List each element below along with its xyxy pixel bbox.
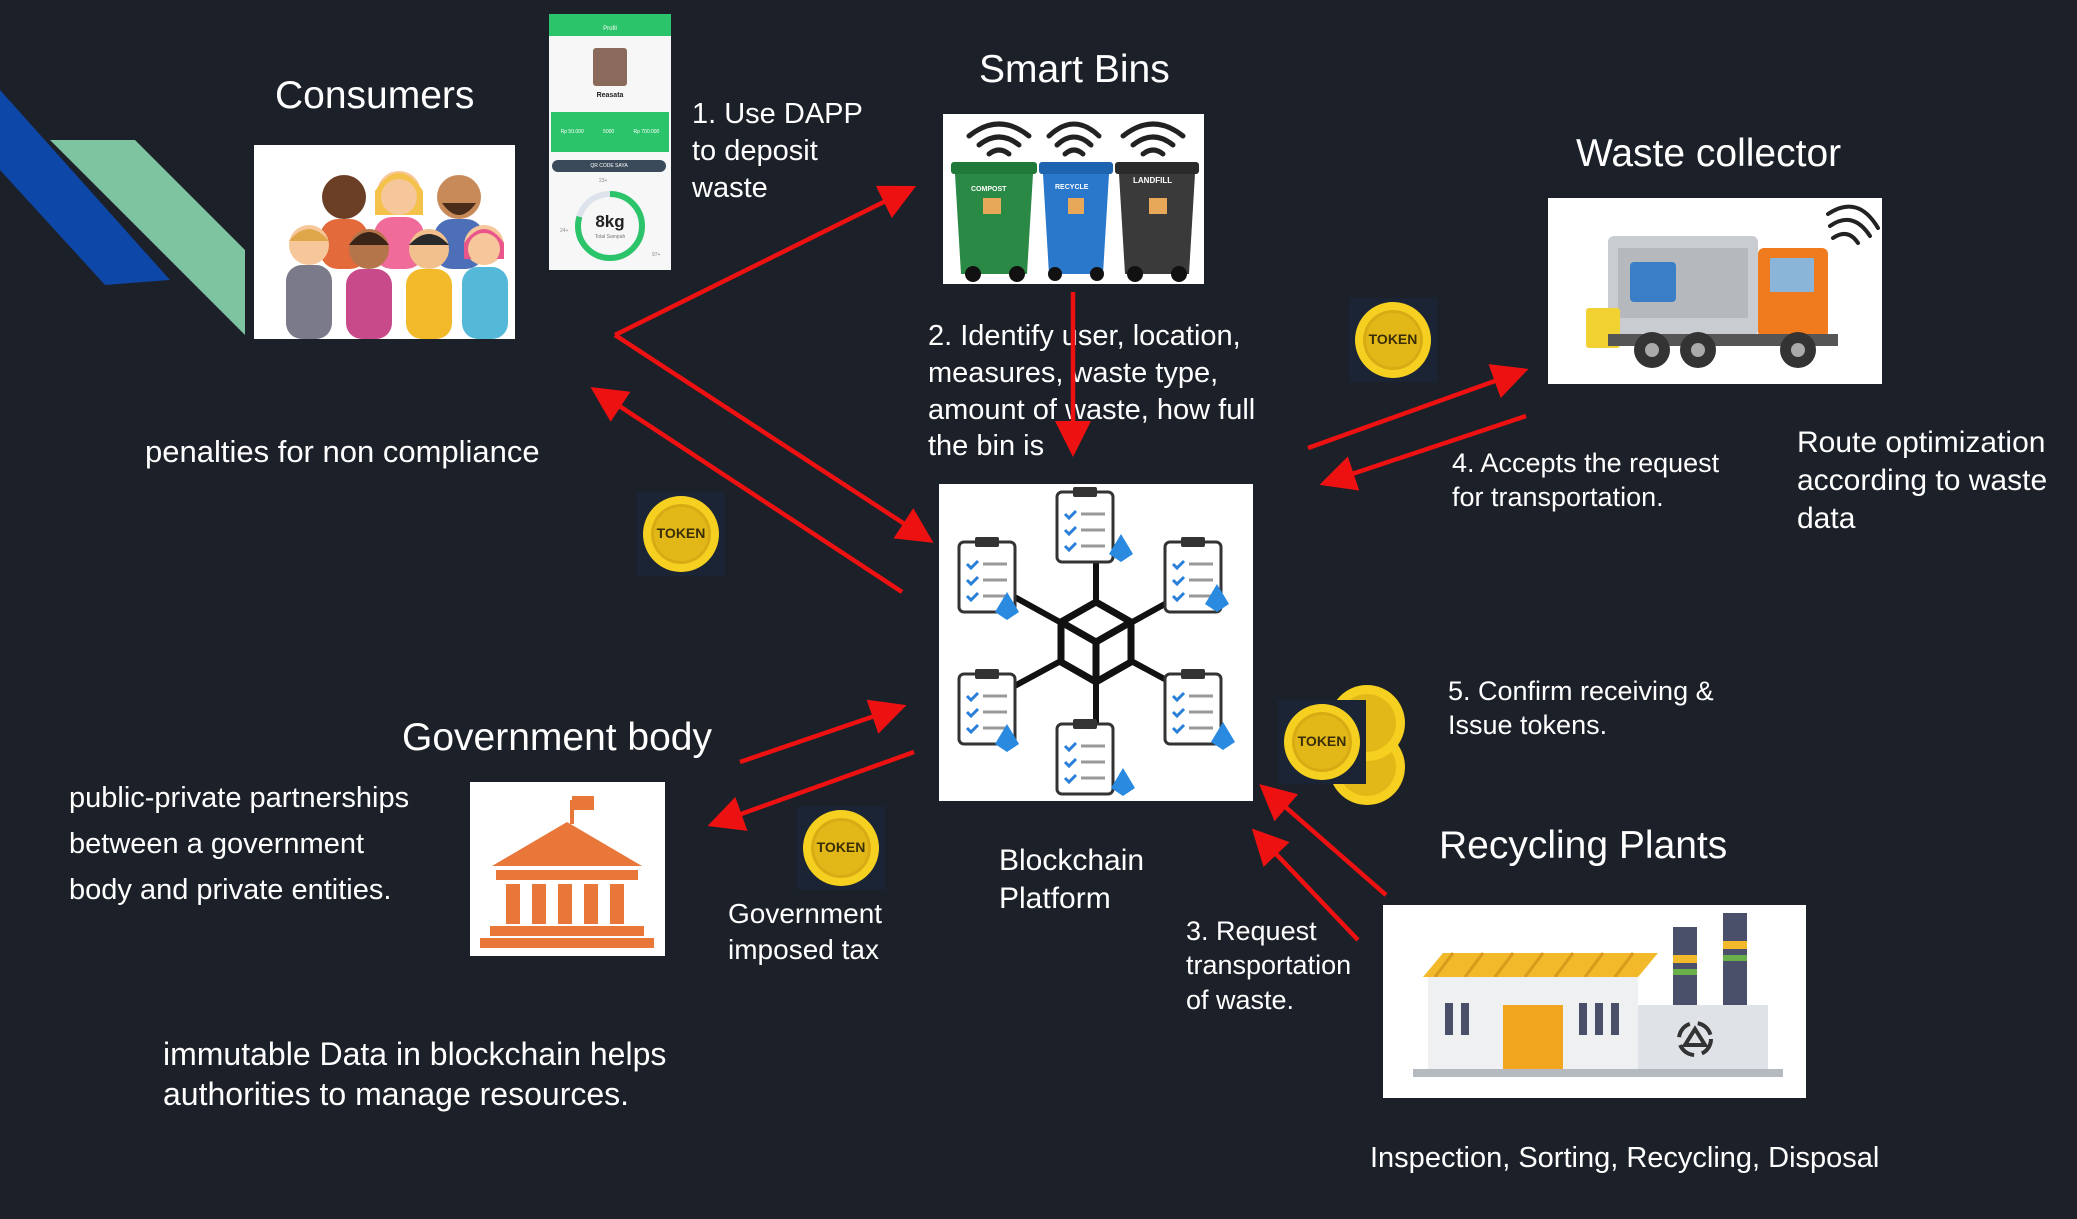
recycling-plants-title: Recycling Plants [1439, 824, 1728, 867]
arrow-recycling-to-blockchain-lower [1251, 828, 1360, 942]
bin-label-recycle: RECYCLE [1055, 184, 1089, 191]
smart-bins-title: Smart Bins [979, 48, 1170, 91]
phone-app-name: Profil [603, 26, 617, 32]
arrow-recycling-to-blockchain-upper [1259, 784, 1388, 897]
government-body-title: Government body [402, 716, 713, 759]
phone-avatar [593, 48, 627, 86]
phone-amount: 8kg [595, 212, 625, 231]
consumers-image [254, 145, 515, 339]
smart-bins-image: COMPOST RECYCLE LANDFILL [943, 114, 1204, 284]
token-label: TOKEN [656, 525, 706, 541]
bin-label-compost: COMPOST [971, 186, 1007, 193]
route-optimization-note: Route optimization according to waste da… [1797, 426, 2048, 536]
phone-progress-ring [575, 191, 645, 261]
public-private-note: public-private partnerships between a go… [69, 782, 410, 906]
phone-header [549, 14, 671, 36]
phone-ring-left: 24+ [560, 228, 569, 234]
phone-ring-right: 97+ [652, 252, 661, 258]
token-stack: TOKEN [1274, 680, 1414, 816]
token-label: TOKEN [1297, 733, 1347, 749]
arrow-collector-to-blockchain [1319, 413, 1527, 491]
phone-stat-3: Rp 700.000 [633, 129, 660, 135]
phone-stats-bar: Rp 50.000 5000 Rp 700.000 [551, 112, 669, 152]
phone-user-name: Reasata [596, 92, 624, 99]
inspection-sorting-note: Inspection, Sorting, Recycling, Disposal [1370, 1142, 1880, 1174]
token-coin-collector: TOKEN [1349, 298, 1437, 382]
phone-amount-sub: Total Sampah [594, 234, 626, 240]
token-coin-stack-front: TOKEN [1278, 700, 1366, 784]
token-coin-penalty: TOKEN [637, 492, 725, 576]
phone-stat-2: 5000 [603, 129, 615, 135]
recycling-plant-image [1383, 905, 1806, 1098]
step-3-label: 3. Request transportation of waste. [1186, 916, 1352, 1015]
arrow-blockchain-to-consumer [590, 387, 904, 594]
arrow-gov-to-blockchain [739, 699, 907, 765]
dapp-phone-screen: Profil Reasata Rp 50.000 5000 Rp 700.000… [549, 14, 671, 270]
step-4-label: 4. Accepts the request for transportatio… [1452, 448, 1720, 513]
consumers-title: Consumers [275, 74, 475, 117]
step-5-label: 5. Confirm receiving & Issue tokens. [1448, 676, 1714, 741]
government-building-image [470, 782, 665, 956]
step-1-label: 1. Use DAPP to deposit waste [692, 98, 863, 204]
blockchain-platform-image [939, 484, 1253, 801]
waste-collector-title: Waste collector [1576, 132, 1842, 175]
token-coin-tax: TOKEN [797, 806, 885, 890]
waste-truck-image [1548, 198, 1882, 384]
arrow-consumer-to-bins [614, 185, 917, 338]
penalties-note: penalties for non compliance [145, 434, 540, 469]
token-label: TOKEN [1368, 331, 1418, 347]
immutable-data-note: immutable Data in blockchain helps autho… [163, 1036, 667, 1112]
phone-qr-button[interactable]: QR CODE SAYA [552, 160, 666, 172]
decorative-chevron [0, 90, 245, 335]
arrow-consumer-to-blockchain [613, 333, 934, 543]
token-label: TOKEN [816, 839, 866, 855]
step-2-label: 2. Identify user, location, measures, wa… [928, 320, 1256, 463]
arrow-blockchain-to-collector [1307, 364, 1529, 451]
phone-ring-top: 23+ [599, 178, 608, 184]
bin-label-landfill: LANDFILL [1133, 176, 1173, 185]
phone-stat-1: Rp 50.000 [560, 129, 584, 135]
arrow-blockchain-to-gov [707, 749, 915, 831]
blockchain-platform-label: Blockchain Platform [999, 844, 1145, 916]
government-tax-label: Government imposed tax [728, 898, 883, 965]
